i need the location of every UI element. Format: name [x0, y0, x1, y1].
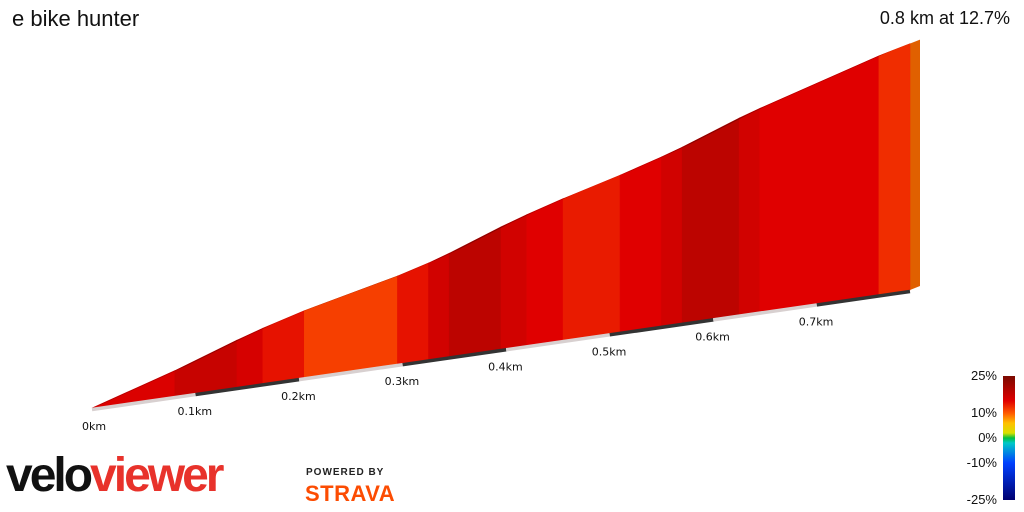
distance-axis-band [609, 318, 714, 337]
distance-tick-label: 0.2km [281, 390, 316, 403]
legend-label: -10% [967, 455, 998, 470]
segment-top-face [397, 259, 439, 277]
distance-axis [91, 289, 911, 412]
segment-top-face [739, 104, 770, 119]
segment-top-face [620, 152, 672, 176]
distance-tick-label: 0km [82, 420, 106, 433]
gradient-segment [619, 156, 662, 333]
gradient-segment [526, 198, 564, 346]
legend-label: -25% [967, 492, 998, 507]
gradient-segments [91, 43, 911, 409]
gradient-segment [428, 252, 450, 360]
segment-top-face [174, 336, 247, 371]
distance-axis-band [402, 348, 507, 367]
gradient-segment [681, 117, 740, 324]
segment-top-face [92, 366, 185, 408]
climb-summary: 0.8 km at 12.7% [879, 8, 1010, 28]
gradient-segment [759, 55, 880, 313]
distance-axis-band [816, 289, 911, 307]
legend-label: 25% [971, 368, 997, 383]
segment-top-face [563, 171, 631, 199]
gradient-segment [236, 327, 264, 388]
gradient-segment [661, 146, 683, 327]
gradient-segment [397, 262, 429, 365]
gradient-color-legend: 25% 10% 0% -10% -25% [967, 368, 1015, 507]
profile-end-wall [910, 39, 920, 290]
strava-logo: STRAVA [305, 481, 396, 506]
segment-top-face [304, 272, 408, 311]
distance-tick-label: 0.1km [178, 405, 213, 418]
distance-axis-band [195, 377, 300, 397]
distance-tick-label: 0.6km [695, 330, 730, 343]
logo-text-velo: velo [6, 449, 93, 502]
profile-top-edge [92, 39, 920, 408]
gradient-segment [500, 214, 528, 350]
gradient-segment [174, 339, 238, 397]
profile-side-wall [910, 39, 920, 290]
segment-top-face [262, 306, 315, 329]
segment-top-face [526, 194, 574, 215]
distance-axis-band [505, 333, 610, 352]
segment-top-face [236, 324, 273, 341]
segment-top-face [682, 114, 750, 148]
distance-axis-band [298, 362, 403, 382]
distance-tick-label: 0.5km [592, 345, 627, 358]
distance-tick-label: 0.4km [488, 360, 523, 373]
distance-axis-band [91, 392, 196, 412]
logo-text-viewer: viewer [90, 449, 224, 502]
distance-tick-label: 0.7km [799, 315, 834, 328]
gradient-segment [262, 310, 305, 384]
segment-top-face [878, 39, 920, 56]
gradient-segment [303, 275, 398, 378]
segment-top-face [428, 249, 460, 264]
legend-label: 0% [978, 430, 997, 445]
gradient-segment [448, 226, 502, 357]
chart-title: e bike hunter [12, 6, 140, 31]
segment-top-face [759, 51, 889, 109]
legend-color-bar [1003, 376, 1015, 500]
legend-label: 10% [971, 405, 997, 420]
segment-top-face [449, 222, 511, 254]
gradient-segment [738, 107, 761, 315]
distance-tick-label: 0.3km [385, 375, 420, 388]
powered-by-label: POWERED BY [306, 467, 385, 478]
veloviewer-logo: veloviewer [6, 449, 224, 502]
segment-top-face [501, 210, 537, 227]
gradient-segment [878, 43, 911, 295]
distance-axis-band [713, 303, 818, 322]
gradient-segment [562, 174, 621, 341]
segment-top-face [661, 143, 693, 157]
distance-tick-labels: 0km 0.1km 0.2km 0.3km 0.4km 0.5km 0.6km 0.7km [82, 315, 833, 433]
